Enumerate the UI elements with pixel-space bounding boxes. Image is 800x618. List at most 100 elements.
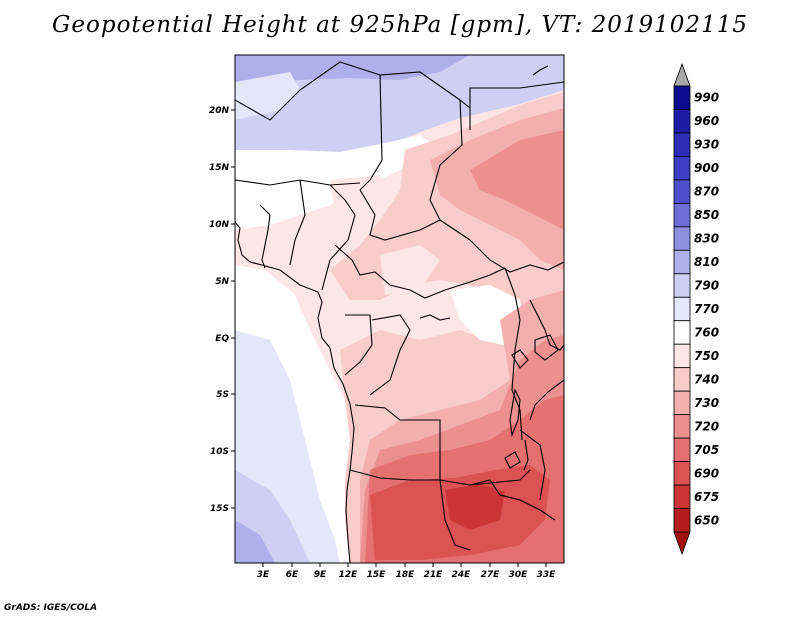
colorbar-label: 830 <box>694 232 719 246</box>
colorbar-box <box>673 85 691 110</box>
lat-label: 5S <box>216 390 229 400</box>
field-675-south <box>445 484 505 530</box>
colorbar-label: 720 <box>694 419 719 433</box>
field-810 <box>235 55 470 82</box>
colorbar-label: 650 <box>694 513 719 527</box>
colorbar-box <box>673 226 691 251</box>
colorbar-bottom-arrow <box>673 531 691 556</box>
border-ghana <box>259 204 271 269</box>
colorbar: 990 960 930 900 870 850 830 810 790 770 760 750 740 7… <box>673 62 719 556</box>
border-uganda <box>529 299 564 351</box>
colorbar-box <box>673 109 691 134</box>
colorbar-box <box>673 414 691 439</box>
lon-label: 21E <box>424 570 444 580</box>
lat-label: EQ <box>215 334 229 344</box>
colorbar-label: 990 <box>694 91 719 105</box>
lat-axis: 20N 15N 10N 5N EQ 5S 10S 15S <box>209 106 235 514</box>
lake-mweru <box>504 451 521 469</box>
colorbar-label: 930 <box>694 138 719 152</box>
colorbar-labels: 990 960 930 900 870 850 830 810 790 770 760 750 740 7… <box>694 91 719 528</box>
field-810-west <box>235 520 275 563</box>
colorbar-label: 730 <box>694 396 719 410</box>
colorbar-label: 690 <box>694 466 719 480</box>
colorbar-box <box>673 273 691 298</box>
lon-label: 24E <box>452 570 472 580</box>
colorbar-label: 960 <box>694 114 719 128</box>
colorbar-label: 760 <box>694 325 719 339</box>
lat-label: 20N <box>209 106 230 116</box>
colorbar-box <box>673 484 691 509</box>
border-south-sudan <box>469 239 564 273</box>
colorbar-box <box>673 343 691 369</box>
colorbar-box <box>673 508 691 533</box>
border-gabon <box>344 314 373 376</box>
lon-label: 18E <box>396 570 416 580</box>
lake-tanganyika <box>509 388 521 438</box>
border-nigeria <box>321 184 356 291</box>
border-sahara <box>235 61 564 121</box>
border-chad-sudan <box>429 99 471 241</box>
colorbar-box <box>673 390 691 416</box>
border-tanzania <box>529 379 564 421</box>
colorbar-box <box>673 132 691 157</box>
field-720-ne <box>470 130 564 230</box>
border-car-north <box>359 189 441 241</box>
colorbar-box <box>673 320 691 345</box>
colorbar-label: 870 <box>694 185 719 199</box>
colorbar-box <box>673 179 691 204</box>
lon-label: 27E <box>481 570 501 580</box>
colorbar-label: 810 <box>694 255 719 269</box>
colorbar-box <box>673 461 691 486</box>
lat-label: 10S <box>210 447 229 457</box>
map-frame <box>234 54 565 564</box>
river-congo <box>419 314 451 321</box>
colorbar-top-arrow <box>673 62 691 87</box>
lat-label: 15N <box>209 163 230 173</box>
lat-label: 15S <box>210 504 229 514</box>
coastline-west <box>235 221 355 563</box>
colorbar-box <box>673 367 691 392</box>
colorbar-boxes <box>673 85 691 533</box>
border-botswana <box>439 479 471 551</box>
border-drc-east <box>504 267 523 441</box>
field-750-pocket-2 <box>330 175 395 225</box>
country-borders <box>235 61 564 563</box>
coast-sinai <box>532 65 549 76</box>
lat-label: 5N <box>215 277 229 287</box>
lon-label: 12E <box>339 570 359 580</box>
lake-victoria <box>534 334 559 361</box>
grads-credit: GrADS: IGES/COLA <box>4 603 98 613</box>
field-790 <box>235 55 564 158</box>
colorbar-label: 790 <box>694 279 719 293</box>
lat-label: 10N <box>209 220 230 230</box>
border-benin <box>289 179 306 266</box>
lon-label: 3E <box>257 570 270 580</box>
colorbar-label: 740 <box>694 372 719 386</box>
border-congo <box>369 314 411 396</box>
lake-victoria-west <box>511 349 529 369</box>
colorbar-label: 705 <box>694 443 719 457</box>
colorbar-label: 675 <box>694 490 719 504</box>
colorbar-box <box>673 156 691 181</box>
colorbar-label: 770 <box>694 302 719 316</box>
lon-label: 9E <box>314 570 327 580</box>
colorbar-box <box>673 296 691 322</box>
border-malawi <box>519 429 546 501</box>
border-angola-namibia <box>349 469 440 481</box>
border-niger-chad <box>359 74 383 191</box>
lon-label: 30E <box>509 570 529 580</box>
lon-label: 6E <box>286 570 299 580</box>
lake-malawi <box>523 439 529 471</box>
lon-label: 33E <box>537 570 557 580</box>
colorbar-box <box>673 249 691 275</box>
border-zambia-zim <box>469 479 556 521</box>
colorbar-label: 850 <box>694 208 719 222</box>
field-750-pocket <box>380 245 440 295</box>
colorbar-box <box>673 437 691 462</box>
lon-axis: 3E 6E 9E 12E 15E 18E 21E 24E 27E 30E 33E <box>257 563 556 580</box>
colorbar-label: 750 <box>694 349 719 363</box>
height-field <box>235 55 564 563</box>
border-car-south <box>334 244 506 299</box>
map-title: Geopotential Height at 925hPa [gpm], VT:… <box>52 12 748 38</box>
